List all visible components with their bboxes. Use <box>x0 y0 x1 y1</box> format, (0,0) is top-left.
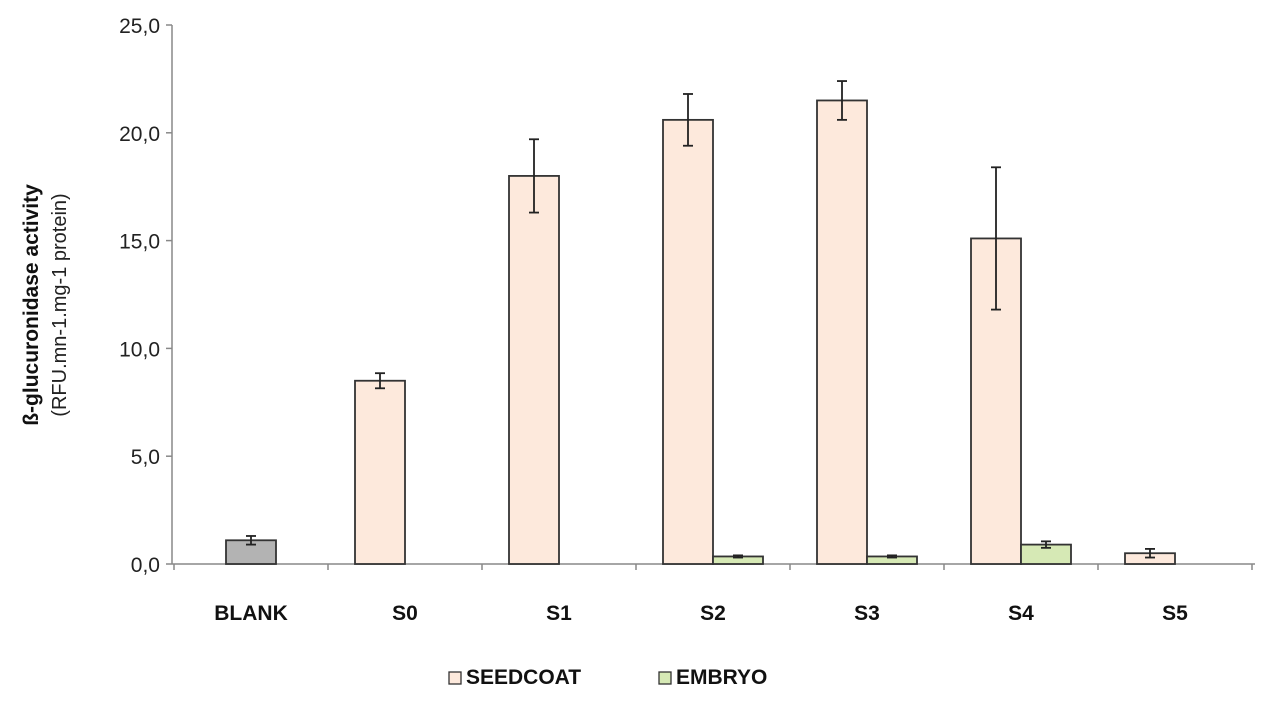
legend-label-seedcoat: SEEDCOAT <box>466 666 581 689</box>
y-axis-title: ß-glucuronidase activity (RFU.mn-1.mg-1 … <box>20 184 71 426</box>
y-axis-title-line1: ß-glucuronidase activity <box>20 184 43 426</box>
seedcoat-bar <box>662 118 714 565</box>
y-axis-title-line2: (RFU.mn-1.mg-1 protein) <box>49 193 71 416</box>
seedcoat-bar <box>816 99 868 565</box>
x-tick-label: S0 <box>392 602 418 625</box>
x-tick-label: S1 <box>546 602 572 625</box>
y-tick-label: 10,0 <box>119 338 160 361</box>
y-tick-label: 20,0 <box>119 123 160 146</box>
y-tick-label: 0,0 <box>131 554 160 577</box>
legend-label-embryo: EMBRYO <box>676 666 767 689</box>
y-tick-label: 25,0 <box>119 15 160 38</box>
legend-swatch-embryo <box>658 671 672 685</box>
x-tick-label: S4 <box>1008 602 1034 625</box>
legend-swatch-seedcoat <box>448 671 462 685</box>
seedcoat-bar <box>508 175 560 565</box>
seedcoat-bar <box>354 379 406 565</box>
x-tick-label: S3 <box>854 602 880 625</box>
x-tick-label: BLANK <box>214 602 288 625</box>
x-tick-label: S5 <box>1162 602 1188 625</box>
y-tick-label: 15,0 <box>119 231 160 254</box>
legend: SEEDCOAT EMBRYO <box>448 666 767 689</box>
x-tick-label: S2 <box>700 602 726 625</box>
y-tick-label: 5,0 <box>131 446 160 469</box>
bars <box>225 80 1176 565</box>
axes: 0,0 5,0 10,0 15,0 20,0 25,0 BLANK S0 S1 S2 S3 S4 S5 <box>119 15 1255 625</box>
